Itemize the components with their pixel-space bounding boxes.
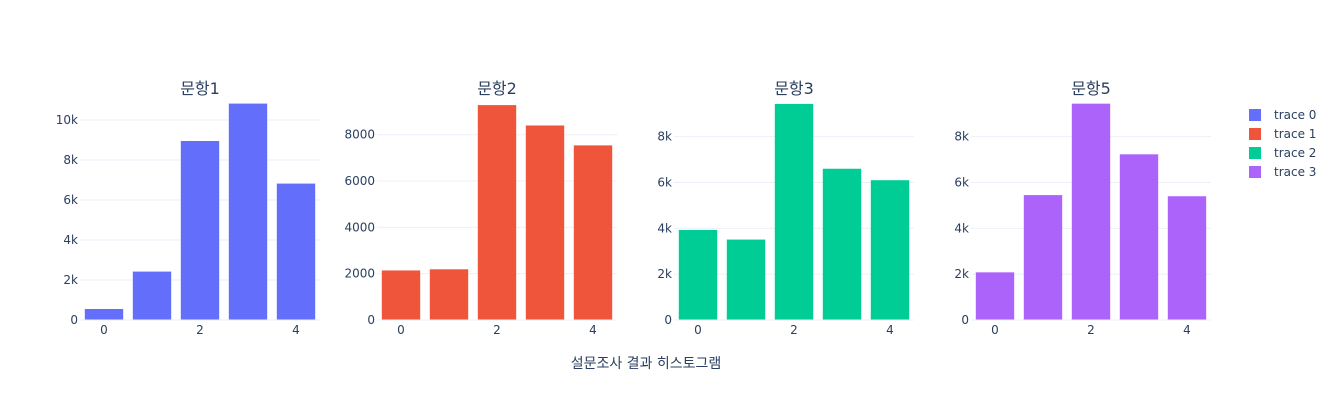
y-tick-label: 2k	[63, 273, 78, 287]
bar	[573, 145, 613, 320]
x-tick-label: 4	[1183, 323, 1191, 337]
legend-item[interactable]: trace 2	[1249, 146, 1316, 160]
y-tick-label: 8000	[344, 128, 375, 142]
legend: trace 0 trace 1 trace 2 trace 3	[1249, 108, 1316, 179]
y-tick-label: 8k	[954, 130, 969, 144]
y-tick-label: 2k	[954, 267, 969, 281]
y-tick-label: 4k	[657, 221, 672, 235]
x-tick-label: 4	[292, 323, 300, 337]
legend-label: trace 2	[1274, 146, 1316, 160]
legend-swatch	[1249, 147, 1261, 159]
y-tick-label: 8k	[657, 130, 672, 144]
bar	[678, 229, 718, 320]
bar	[381, 270, 421, 320]
x-tick-label: 0	[100, 323, 108, 337]
panel-4: 0 2k 4k 6k 8k 0 2 4 문항5	[954, 79, 1211, 337]
bar	[1023, 195, 1063, 320]
y-tick-label: 4k	[63, 233, 78, 247]
y-tick-label: 0	[70, 313, 78, 327]
bar	[774, 103, 814, 320]
panel-2: 0 2000 4000 6000 8000 0 2 4 문항2	[344, 79, 617, 337]
bar	[1119, 154, 1159, 320]
bar	[1167, 196, 1207, 320]
legend-item[interactable]: trace 0	[1249, 108, 1316, 122]
panel-title: 문항1	[180, 79, 220, 98]
y-tick-label: 0	[961, 313, 969, 327]
bar	[870, 180, 910, 320]
x-tick-label: 2	[196, 323, 204, 337]
legend-item[interactable]: trace 1	[1249, 127, 1316, 141]
y-tick-label: 8k	[63, 153, 78, 167]
bar	[525, 125, 565, 320]
x-tick-label: 4	[886, 323, 894, 337]
shared-x-axis-title: 설문조사 결과 히스토그램	[571, 356, 722, 372]
panel-1: 0 2k 4k 6k 8k 10k 0 2 4 문항1	[56, 79, 320, 337]
bar	[726, 239, 766, 320]
legend-label: trace 0	[1274, 108, 1316, 122]
y-tick-label: 0	[664, 313, 672, 327]
y-tick-label: 2000	[344, 267, 375, 281]
x-tick-label: 2	[493, 323, 501, 337]
x-tick-label: 0	[397, 323, 405, 337]
y-tick-label: 6k	[657, 176, 672, 190]
y-tick-label: 4000	[344, 220, 375, 234]
y-tick-label: 6000	[344, 174, 375, 188]
bar	[84, 309, 124, 320]
x-tick-label: 4	[589, 323, 597, 337]
y-tick-label: 6k	[63, 193, 78, 207]
x-tick-label: 2	[790, 323, 798, 337]
legend-item[interactable]: trace 3	[1249, 165, 1316, 179]
bar	[180, 141, 220, 320]
panel-3: 0 2k 4k 6k 8k 0 2 4 문항3	[657, 79, 914, 337]
legend-label: trace 3	[1274, 165, 1316, 179]
bar	[132, 271, 172, 320]
bar	[822, 168, 862, 320]
y-tick-label: 10k	[56, 113, 78, 127]
x-tick-label: 0	[991, 323, 999, 337]
y-tick-label: 2k	[657, 267, 672, 281]
x-tick-label: 0	[694, 323, 702, 337]
bar	[228, 103, 268, 320]
bar	[1071, 103, 1111, 321]
legend-swatch	[1249, 109, 1261, 121]
bar	[975, 272, 1015, 320]
y-tick-label: 4k	[954, 221, 969, 235]
legend-swatch	[1249, 128, 1261, 140]
panel-title: 문항2	[477, 79, 517, 98]
bar	[477, 105, 517, 321]
y-tick-label: 6k	[954, 176, 969, 190]
panel-title: 문항5	[1071, 79, 1111, 98]
bar	[276, 183, 316, 320]
panel-title: 문항3	[774, 79, 814, 98]
y-tick-label: 0	[367, 313, 375, 327]
legend-swatch	[1249, 166, 1261, 178]
bar	[429, 269, 469, 320]
x-tick-label: 2	[1087, 323, 1095, 337]
legend-label: trace 1	[1274, 127, 1316, 141]
